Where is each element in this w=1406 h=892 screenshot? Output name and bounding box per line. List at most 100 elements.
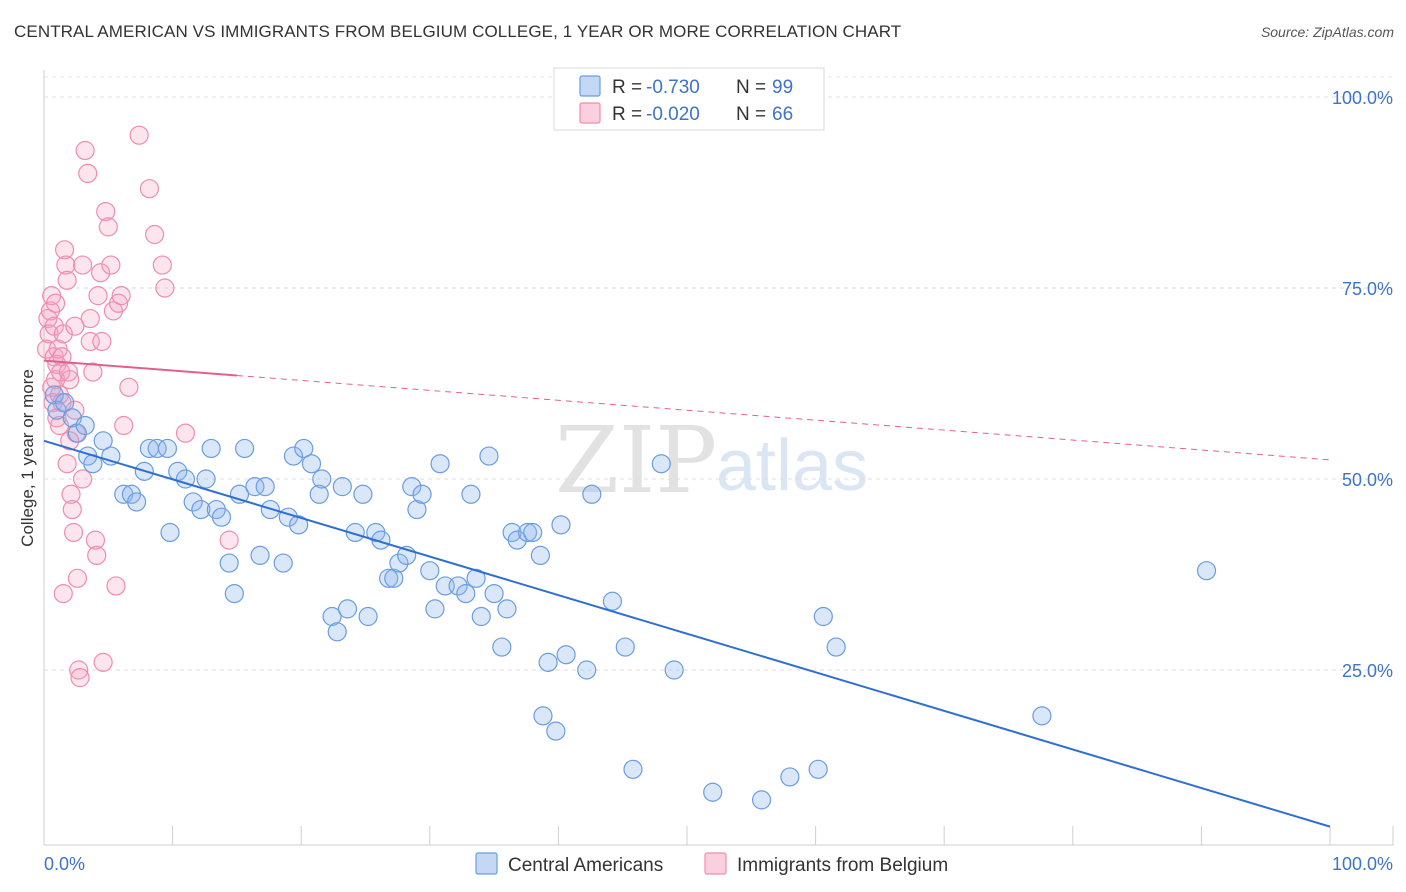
central-americans-point-90 [780,767,800,787]
central-americans-point-91 [808,759,828,779]
watermark-atlas: atlas [716,426,868,506]
central-americans-point-32 [255,477,275,497]
x-axis-ticks [43,826,1394,845]
belgium-point-23 [60,370,80,390]
central-americans-point-82 [582,484,602,504]
central-americans-point-4 [67,423,88,443]
belgium-point-53 [129,125,149,145]
trend-lines [43,359,1331,828]
central-americans-point-55 [402,477,422,497]
central-americans-point-41 [312,469,332,489]
central-americans-point-60 [430,454,450,474]
legend-r-value-1: -0.730 [646,77,700,98]
central-americans-point-39 [301,454,322,474]
central-americans-point-65 [466,568,486,588]
belgium-point-44 [96,202,116,222]
central-americans-point-40 [309,484,329,504]
belgium-point-0 [36,339,57,359]
central-americans-point-37 [289,515,309,535]
central-americans-point-80 [556,645,576,665]
central-americans-point-63 [456,583,476,604]
y-axis-title: College, 1 year or more [18,369,37,547]
bottom-legend-label-2: Immigrants from Belgium [737,855,948,876]
belgium-point-1 [38,308,58,329]
belgium-point-65 [65,316,85,336]
y-tick-label-25: 25.0% [1342,661,1393,681]
central-americans-point-9 [101,446,121,466]
correlation-legend: R = -0.730 N = 99 R = -0.020 N = 66 [553,67,825,131]
y-tick-label-75: 75.0% [1342,279,1393,299]
belgium-point-48 [106,576,126,596]
y-tick-labels: 25.0% 50.0% 75.0% 100.0% [1332,88,1393,681]
belgium-point-57 [155,278,175,298]
central-americans-point-66 [471,606,491,627]
belgium-point-49 [108,293,129,313]
central-americans-point-17 [160,522,180,543]
central-americans-point-8 [93,431,113,451]
central-americans-point-81 [577,660,597,680]
central-americans-point-52 [384,568,404,588]
belgium-point-52 [119,377,139,397]
trend-line-central-americans [43,439,1331,828]
central-americans-point-36 [283,446,304,466]
central-americans-point-89 [751,790,772,810]
central-americans-point-22 [196,469,216,489]
belgium-point-51 [114,415,134,436]
central-americans-point-69 [492,637,512,657]
central-americans-point-19 [175,469,196,489]
central-americans-point-72 [507,530,527,550]
belgium-point-56 [152,255,172,275]
trend-line-belgium-solid [43,359,237,377]
series-central-americans [44,385,1217,810]
central-americans-point-16 [157,438,178,459]
bottom-legend-label-1: Central Americans [508,855,663,876]
legend-r-value-2: -0.020 [646,104,700,125]
x-tick-label-max: 100.0% [1332,854,1393,874]
chart-title: CENTRAL AMERICAN VS IMMIGRANTS FROM BELG… [14,22,902,41]
bottom-legend-swatch-blue [475,852,498,875]
central-americans-point-67 [479,446,499,466]
belgium-point-58 [175,423,196,443]
bottom-legend-swatch-pink [704,852,727,875]
belgium-point-31 [70,668,90,688]
central-americans-point-12 [126,492,147,512]
central-americans-point-78 [546,721,566,741]
legend-n-value-1: 99 [772,77,793,98]
watermark-zip: ZIP [555,407,717,514]
central-americans-point-21 [191,499,211,520]
central-americans-point-76 [533,706,553,726]
source-credit: Source: ZipAtlas.com [1260,24,1394,40]
central-americans-point-44 [332,477,352,497]
belgium-point-60 [57,454,77,474]
legend-r-label-1: R = [612,77,642,98]
legend-n-label-2: N = [736,104,766,125]
central-americans-point-79 [551,515,571,535]
central-americans-point-57 [412,484,432,504]
belgium-point-20 [56,255,76,275]
belgium-point-36 [80,331,100,352]
central-americans-point-86 [651,454,671,474]
belgium-point-55 [144,224,165,245]
belgium-point-64 [53,324,73,344]
central-americans-point-48 [358,606,378,627]
legend-n-value-2: 66 [772,104,793,125]
belgium-point-18 [53,583,73,604]
belgium-point-40 [88,286,108,306]
central-americans-point-87 [664,660,684,680]
central-americans-point-15 [147,438,167,459]
belgium-point-38 [85,530,106,550]
belgium-point-46 [101,255,121,275]
y-tick-label-100: 100.0% [1332,88,1393,108]
belgium-point-43 [93,652,113,672]
central-americans-point-95 [1196,561,1217,581]
central-americans-point-93 [826,637,846,657]
belgium-point-26 [63,522,84,543]
belgium-point-54 [139,179,160,199]
belgium-point-35 [80,308,100,329]
belgium-point-39 [87,545,107,566]
belgium-point-63 [45,293,66,313]
belgium-point-59 [219,530,239,550]
belgium-point-19 [54,240,75,260]
central-americans-point-75 [530,545,550,566]
